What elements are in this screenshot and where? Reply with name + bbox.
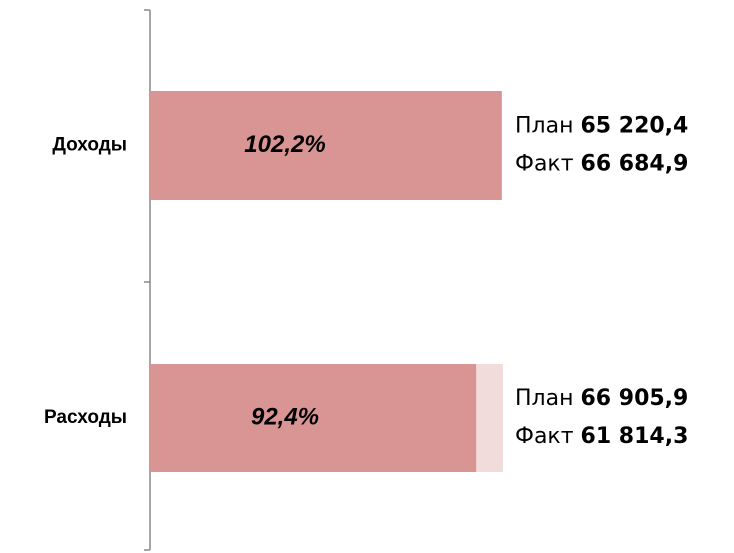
series-name: План — [515, 114, 573, 139]
value-label: 66 684,9 — [581, 152, 689, 177]
ratio-label: 102,2% — [244, 131, 325, 158]
ratio-label: 92,4% — [251, 403, 319, 430]
category-label: Расходы — [44, 407, 127, 428]
category-label: Доходы — [52, 135, 127, 156]
value-label: 61 814,3 — [581, 424, 689, 449]
annotation: Факт 61 814,3 — [515, 424, 688, 449]
axis — [144, 9, 151, 551]
annotation: План 65 220,4 — [515, 114, 688, 139]
value-label: 65 220,4 — [580, 114, 688, 139]
bar — [150, 364, 477, 472]
series-name: План — [515, 386, 573, 411]
annotation: План 66 905,9 — [515, 386, 688, 411]
series-name: Факт — [515, 152, 574, 177]
annotation: Факт 66 684,9 — [515, 152, 688, 177]
bar — [150, 91, 502, 200]
series-name: Факт — [515, 424, 574, 449]
value-label: 66 905,9 — [580, 386, 688, 411]
